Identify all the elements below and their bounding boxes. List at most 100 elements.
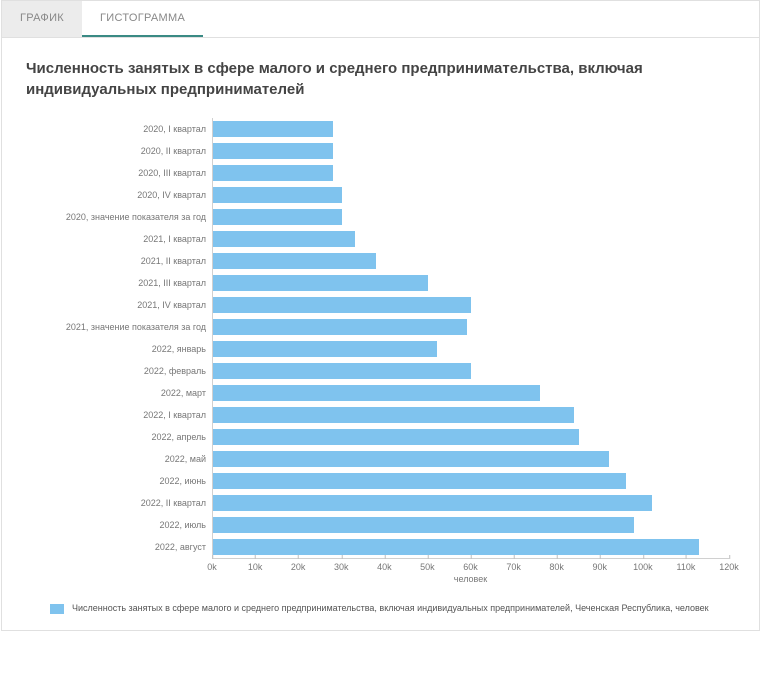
x-tick: 10k xyxy=(248,559,263,572)
bar-fill[interactable] xyxy=(213,165,333,181)
bar-track xyxy=(212,140,729,162)
bar-fill[interactable] xyxy=(213,495,652,511)
bar-row: 2022, март xyxy=(32,382,729,404)
bar-track xyxy=(212,426,729,448)
bar-track xyxy=(212,272,729,294)
bar-fill[interactable] xyxy=(213,231,355,247)
x-axis: 0k10k20k30k40k50k60k70k80k90k100k110k120… xyxy=(212,558,729,572)
bar-row: 2020, I квартал xyxy=(32,118,729,140)
bar-label: 2022, II квартал xyxy=(32,498,212,508)
bar-track xyxy=(212,228,729,250)
bar-label: 2022, январь xyxy=(32,344,212,354)
bar-track xyxy=(212,294,729,316)
bar-fill[interactable] xyxy=(213,319,467,335)
bar-label: 2021, III квартал xyxy=(32,278,212,288)
bar-fill[interactable] xyxy=(213,275,428,291)
x-tick: 110k xyxy=(676,559,695,572)
bar-track xyxy=(212,492,729,514)
chart-title: Численность занятых в сфере малого и сре… xyxy=(2,38,759,108)
bar-track xyxy=(212,206,729,228)
bar-label: 2022, февраль xyxy=(32,366,212,376)
bar-row: 2022, май xyxy=(32,448,729,470)
bar-track xyxy=(212,514,729,536)
tab-bar: ГРАФИК ГИСТОГРАММА xyxy=(2,1,759,38)
x-tick: 100k xyxy=(633,559,653,572)
bar-label: 2020, I квартал xyxy=(32,124,212,134)
bar-fill[interactable] xyxy=(213,429,579,445)
bar-label: 2020, IV квартал xyxy=(32,190,212,200)
bar-fill[interactable] xyxy=(213,253,376,269)
bar-fill[interactable] xyxy=(213,121,333,137)
bar-label: 2020, значение показателя за год xyxy=(32,212,212,222)
x-tick: 90k xyxy=(592,559,607,572)
bar-row: 2022, январь xyxy=(32,338,729,360)
tab-graph[interactable]: ГРАФИК xyxy=(2,1,82,37)
bar-label: 2022, май xyxy=(32,454,212,464)
bar-fill[interactable] xyxy=(213,517,634,533)
bar-row: 2021, IV квартал xyxy=(32,294,729,316)
x-tick: 40k xyxy=(377,559,392,572)
bar-label: 2022, I квартал xyxy=(32,410,212,420)
bar-label: 2022, август xyxy=(32,542,212,552)
bar-label: 2022, июль xyxy=(32,520,212,530)
bar-track xyxy=(212,338,729,360)
bar-track xyxy=(212,470,729,492)
bar-fill[interactable] xyxy=(213,187,342,203)
bar-row: 2022, июнь xyxy=(32,470,729,492)
bar-track xyxy=(212,118,729,140)
bar-track xyxy=(212,184,729,206)
bar-track xyxy=(212,162,729,184)
bar-track xyxy=(212,448,729,470)
bar-row: 2020, значение показателя за год xyxy=(32,206,729,228)
x-tick: 60k xyxy=(463,559,478,572)
bar-row: 2021, II квартал xyxy=(32,250,729,272)
bar-track xyxy=(212,316,729,338)
bar-row: 2022, июль xyxy=(32,514,729,536)
x-tick: 80k xyxy=(549,559,564,572)
bar-fill[interactable] xyxy=(213,473,626,489)
x-tick: 30k xyxy=(334,559,349,572)
bar-fill[interactable] xyxy=(213,297,471,313)
bar-fill[interactable] xyxy=(213,385,540,401)
bar-fill[interactable] xyxy=(213,363,471,379)
bar-row: 2020, II квартал xyxy=(32,140,729,162)
bar-track xyxy=(212,360,729,382)
bar-label: 2022, март xyxy=(32,388,212,398)
bar-row: 2022, апрель xyxy=(32,426,729,448)
bar-fill[interactable] xyxy=(213,209,342,225)
x-tick: 50k xyxy=(420,559,435,572)
bar-fill[interactable] xyxy=(213,143,333,159)
bar-label: 2020, II квартал xyxy=(32,146,212,156)
legend: Численность занятых в сфере малого и сре… xyxy=(2,588,759,630)
bars-region: 2020, I квартал 2020, II квартал 2020, III… xyxy=(32,118,729,558)
bar-track xyxy=(212,382,729,404)
bar-row: 2021, значение показателя за год xyxy=(32,316,729,338)
x-tick: 70k xyxy=(506,559,521,572)
bar-label: 2021, I квартал xyxy=(32,234,212,244)
bar-label: 2021, IV квартал xyxy=(32,300,212,310)
bar-row: 2022, I квартал xyxy=(32,404,729,426)
x-axis-label: человек xyxy=(212,572,729,584)
chart-area: 2020, I квартал 2020, II квартал 2020, III… xyxy=(2,108,759,588)
bar-row: 2022, февраль xyxy=(32,360,729,382)
bar-fill[interactable] xyxy=(213,451,609,467)
bar-row: 2020, III квартал xyxy=(32,162,729,184)
bar-row: 2020, IV квартал xyxy=(32,184,729,206)
bar-row: 2021, I квартал xyxy=(32,228,729,250)
bar-fill[interactable] xyxy=(213,341,437,357)
tab-histogram[interactable]: ГИСТОГРАММА xyxy=(82,1,203,37)
bar-track xyxy=(212,404,729,426)
x-tick: 120k xyxy=(719,559,739,572)
bar-fill[interactable] xyxy=(213,407,574,423)
bar-label: 2021, значение показателя за год xyxy=(32,322,212,332)
legend-text: Численность занятых в сфере малого и сре… xyxy=(72,602,709,614)
bar-row: 2022, август xyxy=(32,536,729,558)
legend-swatch xyxy=(50,604,64,614)
bar-label: 2022, апрель xyxy=(32,432,212,442)
bar-label: 2020, III квартал xyxy=(32,168,212,178)
bar-label: 2021, II квартал xyxy=(32,256,212,266)
bar-row: 2021, III квартал xyxy=(32,272,729,294)
bar-track xyxy=(212,250,729,272)
bar-fill[interactable] xyxy=(213,539,699,555)
x-tick: 0k xyxy=(207,559,217,572)
